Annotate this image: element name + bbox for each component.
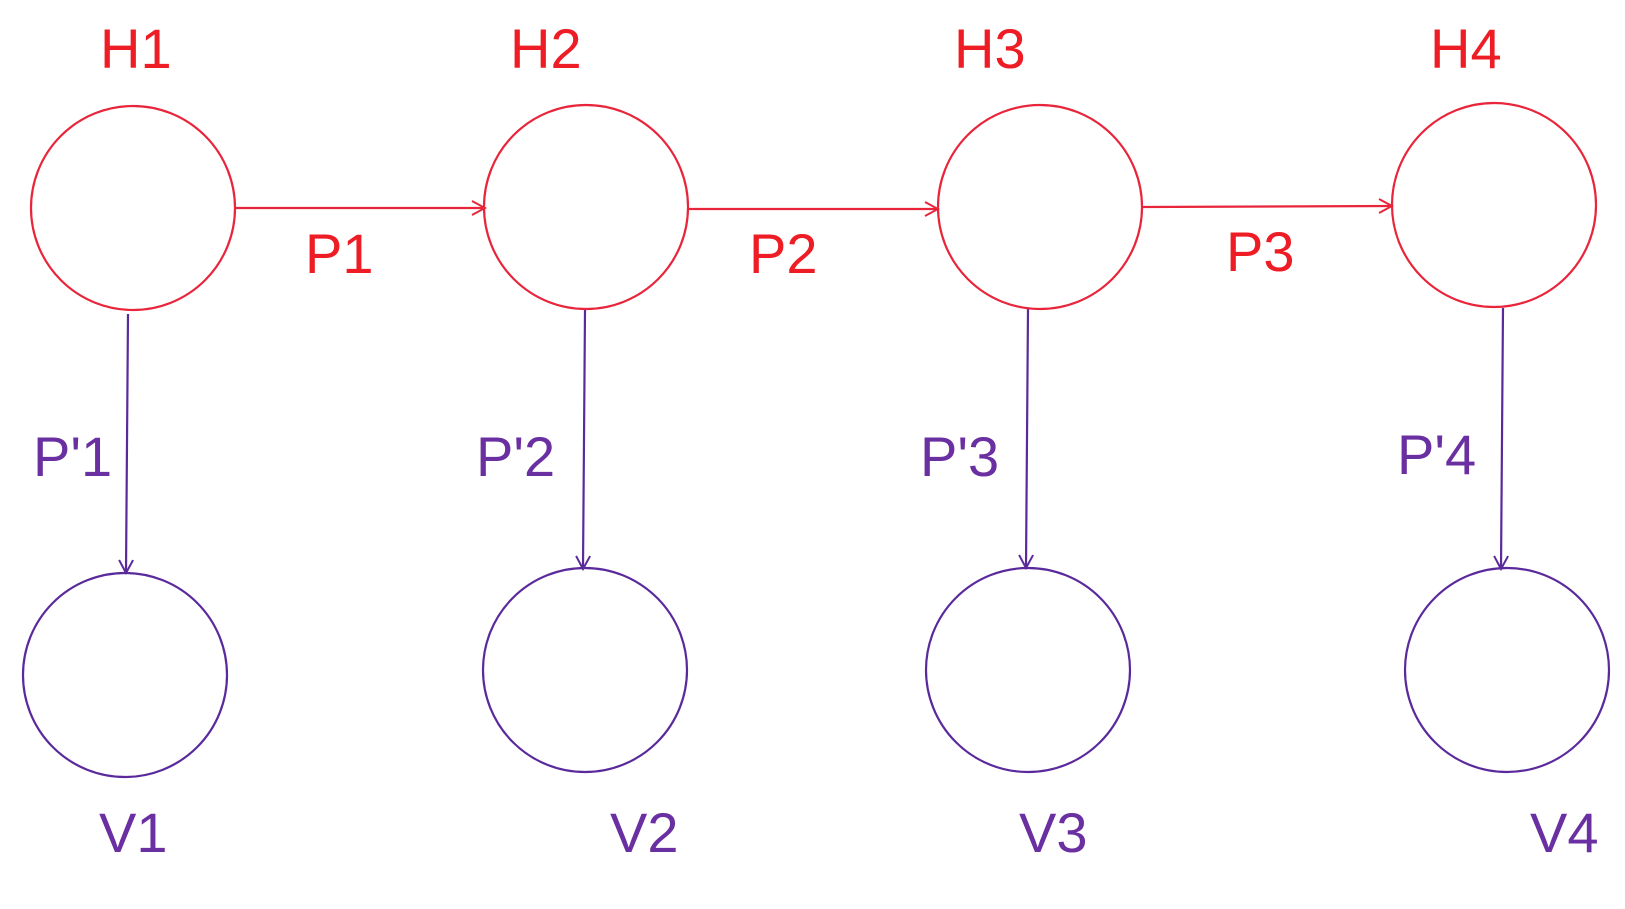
visible-state-label-3: V3	[1019, 801, 1088, 864]
hidden-state-label-2: H2	[510, 17, 582, 80]
emission-label-2: P'2	[476, 425, 555, 488]
emission-label-3: P'3	[920, 425, 999, 488]
visible-state-node-4	[1403, 566, 1611, 774]
hidden-state-node-1	[29, 104, 237, 312]
hidden-state-label-4: H4	[1430, 17, 1502, 80]
transition-label-3: P3	[1226, 220, 1295, 283]
emission-edge-4	[1501, 307, 1503, 568]
visible-state-node-1	[21, 571, 229, 779]
visible-state-node-3	[924, 566, 1132, 774]
transition-edge-3	[1142, 206, 1391, 207]
emission-edge-3	[1026, 308, 1028, 567]
visible-state-label-2: V2	[610, 801, 679, 864]
visible-state-label-1: V1	[99, 801, 168, 864]
visible-state-label-4: V4	[1530, 801, 1599, 864]
emission-edge-2	[583, 309, 585, 568]
emission-edge-1	[126, 313, 128, 572]
transition-label-2: P2	[749, 222, 818, 285]
hidden-state-label-1: H1	[100, 17, 172, 80]
hidden-state-node-2	[482, 103, 690, 311]
hidden-state-label-3: H3	[954, 17, 1026, 80]
emission-label-4: P'4	[1397, 423, 1476, 486]
visible-state-node-2	[481, 566, 689, 774]
hidden-state-node-3	[936, 103, 1144, 311]
transition-label-1: P1	[305, 222, 374, 285]
emission-label-1: P'1	[33, 425, 112, 488]
hidden-state-node-4	[1390, 101, 1598, 309]
